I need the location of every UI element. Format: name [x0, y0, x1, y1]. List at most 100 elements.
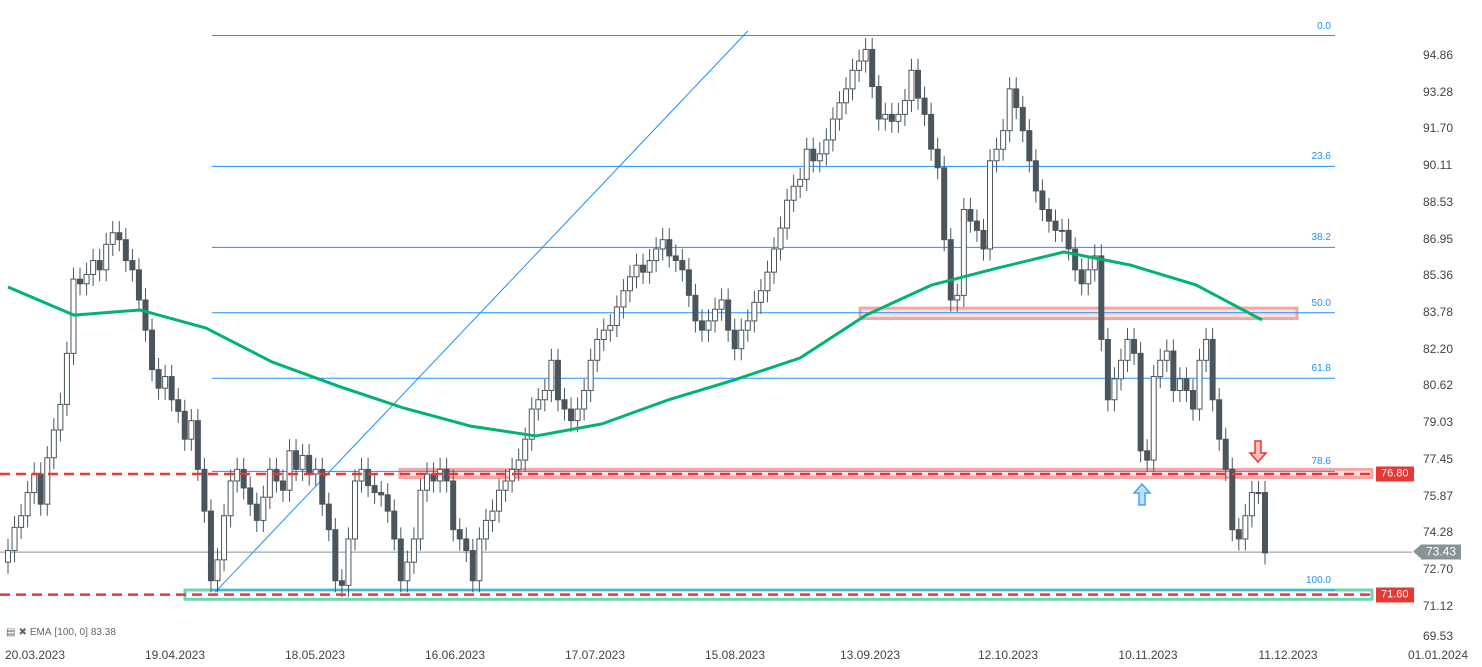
y-tick-label: 82.20 — [1423, 341, 1454, 356]
candle-body — [1203, 338, 1210, 361]
candle-body — [718, 299, 725, 310]
indicator-remove-icon[interactable]: ✖ — [18, 627, 27, 638]
x-tick-label: 19.04.2023 — [144, 648, 206, 662]
candle-body — [371, 485, 378, 494]
candle — [1163, 339, 1170, 372]
arrow-down-icon — [1248, 440, 1268, 464]
candle — [613, 295, 620, 338]
candle-body — [90, 260, 97, 275]
candle-body — [96, 260, 103, 271]
candle — [424, 462, 430, 502]
candle-body — [194, 420, 201, 470]
candle-body — [757, 290, 764, 303]
candle-body — [1124, 338, 1131, 361]
candle-body — [515, 459, 522, 470]
candle-body — [725, 299, 732, 331]
candle — [109, 221, 116, 256]
candle-body — [77, 278, 84, 285]
candle — [489, 499, 496, 532]
candle — [31, 462, 38, 505]
candle — [24, 480, 31, 528]
candle — [1039, 179, 1046, 222]
candle — [770, 237, 777, 284]
candle-body — [653, 248, 660, 262]
candle — [1222, 427, 1229, 481]
candle-body — [319, 468, 326, 505]
indicator-settings-icon[interactable]: ▤ — [6, 627, 16, 638]
candle-body — [1163, 350, 1170, 361]
ema-label: EMA — [29, 627, 52, 638]
candle-body — [1006, 88, 1013, 132]
candle-body — [142, 299, 149, 331]
candle-body — [901, 99, 908, 115]
candle-body — [384, 494, 391, 512]
candle — [1196, 348, 1203, 421]
candle-body — [1059, 229, 1066, 232]
candle-body — [1045, 209, 1052, 222]
x-tick-label: 15.08.2023 — [704, 648, 766, 662]
candle-body — [829, 118, 836, 141]
candle-body — [973, 220, 980, 231]
candle — [698, 309, 705, 342]
candle — [646, 248, 653, 284]
candle-body — [770, 248, 777, 273]
candle-body — [1229, 468, 1236, 531]
candle-body — [469, 550, 476, 582]
candle — [685, 258, 692, 307]
candle-body — [613, 306, 620, 327]
candle — [777, 216, 784, 261]
y-tick-label: 91.70 — [1423, 121, 1454, 136]
candle-body — [1039, 190, 1046, 211]
candle — [600, 318, 607, 352]
candle — [371, 474, 378, 505]
candle — [764, 260, 771, 303]
candle — [260, 485, 267, 532]
candle-body — [960, 209, 967, 296]
candle — [476, 527, 483, 593]
candle — [384, 483, 391, 523]
candle — [253, 492, 260, 532]
candle — [168, 364, 175, 412]
candle — [980, 218, 987, 261]
candle-body — [482, 519, 489, 540]
candle — [967, 197, 974, 233]
candle — [103, 232, 110, 282]
candle-body — [797, 178, 804, 187]
zone — [858, 306, 1299, 321]
fib-level-label: 38.2 — [1311, 232, 1331, 244]
candle-body — [450, 480, 457, 531]
candle — [757, 279, 764, 314]
candle — [1176, 367, 1183, 403]
candle-body — [1019, 106, 1026, 132]
candle-body — [535, 399, 542, 410]
candle-body — [528, 408, 535, 440]
candle — [901, 88, 908, 126]
candle-body — [659, 239, 666, 250]
candle-body — [351, 480, 358, 540]
candle — [378, 480, 385, 507]
candle — [810, 137, 817, 173]
candle-body — [1000, 130, 1007, 150]
candle-body — [1242, 515, 1249, 540]
candle-body — [11, 526, 18, 552]
candle-body — [843, 88, 849, 104]
candle — [1026, 119, 1033, 173]
candle — [397, 527, 404, 593]
candle-body — [1052, 220, 1059, 231]
candle-body — [391, 510, 398, 540]
candle — [744, 309, 751, 342]
candle — [679, 248, 686, 282]
x-tick-label: 11.12.2023 — [1258, 648, 1318, 662]
candle-body — [116, 232, 123, 241]
candle — [987, 149, 994, 261]
candle-body — [731, 329, 738, 350]
candle — [50, 418, 57, 470]
candle-body — [941, 167, 948, 241]
candle — [1183, 367, 1190, 403]
candle-body — [554, 359, 561, 401]
y-tick-label: 71.12 — [1423, 598, 1454, 613]
candle — [823, 128, 830, 166]
candle-body — [1150, 376, 1157, 461]
candle-body — [954, 294, 961, 301]
